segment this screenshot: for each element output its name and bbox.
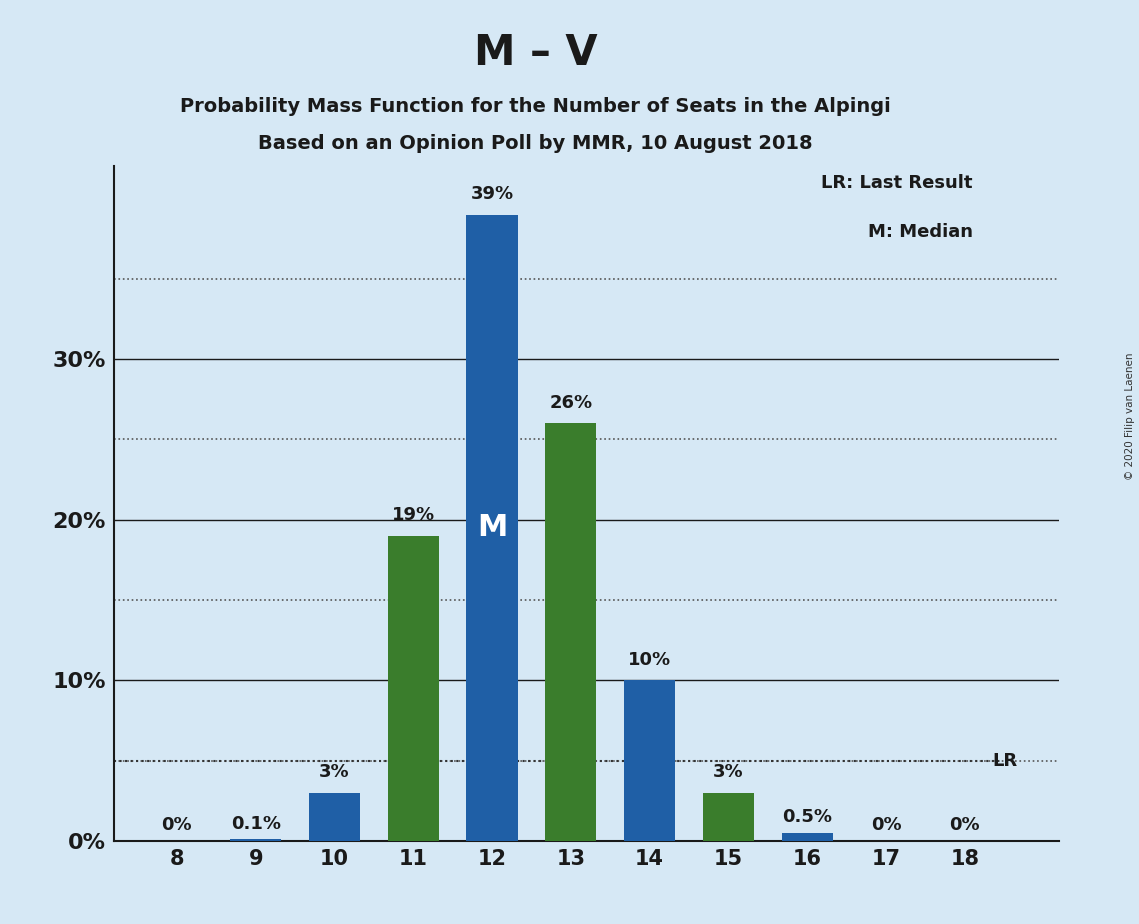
Text: M: M	[477, 513, 507, 542]
Text: 10%: 10%	[628, 651, 671, 669]
Bar	[624, 680, 675, 841]
Bar	[781, 833, 833, 841]
Bar	[230, 839, 281, 841]
Text: Probability Mass Function for the Number of Seats in the Alpingi: Probability Mass Function for the Number…	[180, 97, 891, 116]
Bar	[309, 793, 360, 841]
Text: 3%: 3%	[319, 763, 350, 782]
Text: 0%: 0%	[870, 817, 901, 834]
Text: © 2020 Filip van Laenen: © 2020 Filip van Laenen	[1125, 352, 1134, 480]
Text: 26%: 26%	[549, 394, 592, 412]
Text: LR: Last Result: LR: Last Result	[821, 175, 973, 192]
Text: 0%: 0%	[950, 817, 980, 834]
Text: 3%: 3%	[713, 763, 744, 782]
Text: Based on an Opinion Poll by MMR, 10 August 2018: Based on an Opinion Poll by MMR, 10 Augu…	[259, 134, 812, 153]
Text: M – V: M – V	[474, 32, 597, 74]
Text: M: Median: M: Median	[868, 223, 973, 240]
Text: LR: LR	[992, 751, 1017, 770]
Bar	[467, 214, 517, 841]
Text: 39%: 39%	[470, 185, 514, 203]
Text: 19%: 19%	[392, 506, 435, 525]
Bar	[387, 536, 439, 841]
Text: 0%: 0%	[162, 817, 192, 834]
Bar	[703, 793, 754, 841]
Bar	[546, 423, 597, 841]
Text: 0.5%: 0.5%	[782, 808, 833, 826]
Text: 0.1%: 0.1%	[231, 815, 280, 833]
